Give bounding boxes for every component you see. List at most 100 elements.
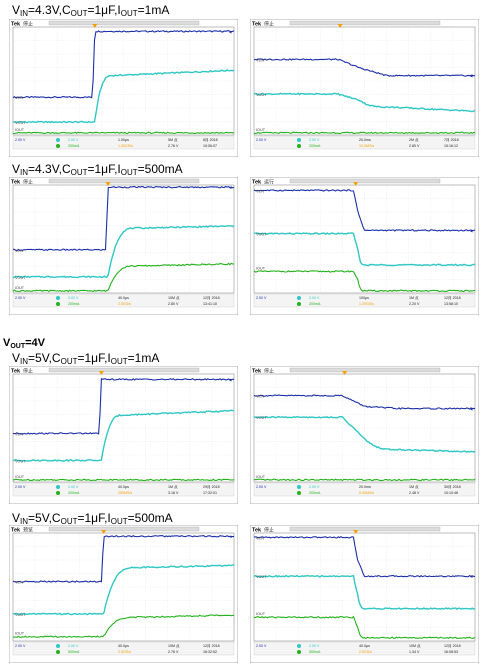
readout-3: 40.0μs <box>118 644 129 648</box>
readout-0: 2.00 V <box>15 138 26 142</box>
readout-7: 12月 2018 <box>444 643 461 648</box>
graticule <box>253 184 476 294</box>
readout-7: 12月 2018 <box>203 643 220 648</box>
trace-ven <box>253 189 476 232</box>
readout-8: 15:16:12 <box>444 144 458 148</box>
readout-4: 250MS/s <box>118 491 132 495</box>
channel-label: VOUT <box>15 459 26 463</box>
readout-2: 500mA <box>309 650 321 654</box>
scope-500mA-shutdown: Tek 运行 VEN VOUT IOUT ◂ 2.00 V 2.00 V 200mA 100μs 1… <box>250 177 479 315</box>
trigger-marker <box>353 530 359 534</box>
trace-vout <box>13 224 235 279</box>
ch2-badge <box>297 485 301 489</box>
readout-4: 1.25GS/s <box>118 144 133 148</box>
ch1-arrow: ◂ <box>470 74 473 80</box>
readout-2: 200mA <box>309 491 321 495</box>
channel-label: VEN <box>15 581 23 585</box>
ch1-arrow: ◂ <box>229 534 232 540</box>
readout-5: 10M 点 <box>168 295 180 300</box>
ch4-badge <box>297 491 301 495</box>
scope-mode: 停止 <box>264 21 274 28</box>
channel-label: VEN <box>256 189 264 193</box>
scope-svg: Tek 停止 VEN VOUT IOUT ◂ 2.00 V 2.00 V 200mA 40.0μs… <box>9 366 238 504</box>
scope-5V-1mA-shutdown: Tek 停止 VEN VOUT IOUT ◂ 2.00 V 2.00 V 200mA 20.0ms… <box>250 366 479 504</box>
trace-iout <box>253 270 476 293</box>
record-bar <box>289 178 441 184</box>
trace-vout <box>253 232 476 267</box>
trace-vout <box>253 92 476 113</box>
channel-label: VEN <box>15 249 23 253</box>
scope-svg: Tek 预览 VEN VOUT IOUT ◂ 2.00 V 2.00 V 500mA 40.0μs… <box>9 525 238 663</box>
ch2-badge <box>56 296 60 300</box>
readout-1: 2.00 V <box>68 138 79 142</box>
readout-panel <box>12 135 235 150</box>
scope-mode: 停止 <box>23 179 33 186</box>
readout-0: 2.00 V <box>256 644 267 648</box>
channel-label: IOUT <box>15 632 25 636</box>
readout-2: 200mA <box>309 302 321 306</box>
scope-500mA-startup: Tek 停止 VEN VOUT IOUT ◂ 2.00 V 2.00 V 200mA 40.0μs… <box>9 177 238 315</box>
scope-5V-1mA-startup: Tek 停止 VEN VOUT IOUT ◂ 2.00 V 2.00 V 200mA 40.0μs… <box>9 366 238 504</box>
channel-label: VOUT <box>256 233 267 237</box>
trigger-marker <box>353 182 359 186</box>
scope-1mA-startup: Tek 停止 VEN VOUT IOUT ◂ 2.00 V 2.00 V 200mA 1.00μs… <box>9 19 238 157</box>
ch4-badge <box>297 302 301 306</box>
trace-iout <box>253 478 476 482</box>
trace-ven <box>12 534 235 583</box>
readout-3: 1.00μs <box>118 138 129 142</box>
trigger-marker <box>337 24 343 28</box>
readout-2: 200mA <box>68 144 80 148</box>
readout-7: 12月 2018 <box>203 295 220 300</box>
channel-label: VOUT <box>15 613 26 617</box>
graticule <box>12 373 235 483</box>
vout-heading: VOUT=4V <box>3 337 46 350</box>
readout-panel <box>253 482 476 497</box>
readout-panel <box>253 135 476 150</box>
ch1-arrow: ◂ <box>229 377 232 383</box>
scope-brand: Tek <box>252 180 262 186</box>
channel-label: VOUT <box>256 93 267 97</box>
readout-8: 13:58:10 <box>444 302 458 306</box>
scope-brand: Tek <box>11 528 21 534</box>
readout-4: 2.5GS/s <box>118 302 131 306</box>
readout-8: 10:10:46 <box>444 491 458 495</box>
record-bar <box>48 20 200 26</box>
readout-3: 20.0ms <box>359 138 371 142</box>
readout-6: 2.76 V <box>168 144 179 148</box>
scope-5V-500mA-shutdown: Tek 停止 VEN VOUT IOUT ◂ 2.00 V 2.00 V 500mA 40.0μs… <box>250 525 479 663</box>
readout-0: 2.00 V <box>15 485 26 489</box>
ch4-badge <box>56 144 60 148</box>
readout-0: 2.00 V <box>15 296 26 300</box>
graticule <box>12 26 235 136</box>
record-bar <box>289 526 441 532</box>
scope-brand: Tek <box>252 22 262 28</box>
caption-condition-4: VIN=5V,COUT=1μF,IOUT=500mA <box>12 511 173 526</box>
record-bar <box>48 526 200 532</box>
readout-6: 1.34 V <box>409 650 420 654</box>
readout-0: 2.00 V <box>15 644 26 648</box>
channel-label: VEN <box>15 96 23 100</box>
scope-brand: Tek <box>252 369 262 375</box>
trace-iout <box>13 478 235 482</box>
readout-panel <box>12 641 235 656</box>
readout-5: 10M 点 <box>168 643 180 648</box>
channel-label: VOUT <box>256 575 267 579</box>
readout-4: 2.5GS/s <box>359 650 372 654</box>
ch2-badge <box>297 644 301 648</box>
readout-2: 200mA <box>68 302 80 306</box>
channel-label: VEN <box>256 536 264 540</box>
ch2-badge <box>297 296 301 300</box>
ch1-arrow: ◂ <box>470 407 473 413</box>
readout-5: 5M 点 <box>168 137 178 142</box>
trace-iout <box>253 615 476 639</box>
readout-8: 17:32:01 <box>203 491 217 495</box>
caption-condition-2: VIN=4.3V,COUT=1μF,IOUT=500mA <box>12 162 183 177</box>
trace-iout <box>253 131 476 135</box>
ch1-arrow: ◂ <box>470 574 473 580</box>
graticule <box>253 373 476 483</box>
readout-2: 500mA <box>68 650 80 654</box>
scope-svg: Tek 停止 VEN VOUT IOUT ◂ 2.00 V 2.00 V 200mA 1.00μs… <box>9 19 238 157</box>
trigger-marker <box>101 530 107 534</box>
